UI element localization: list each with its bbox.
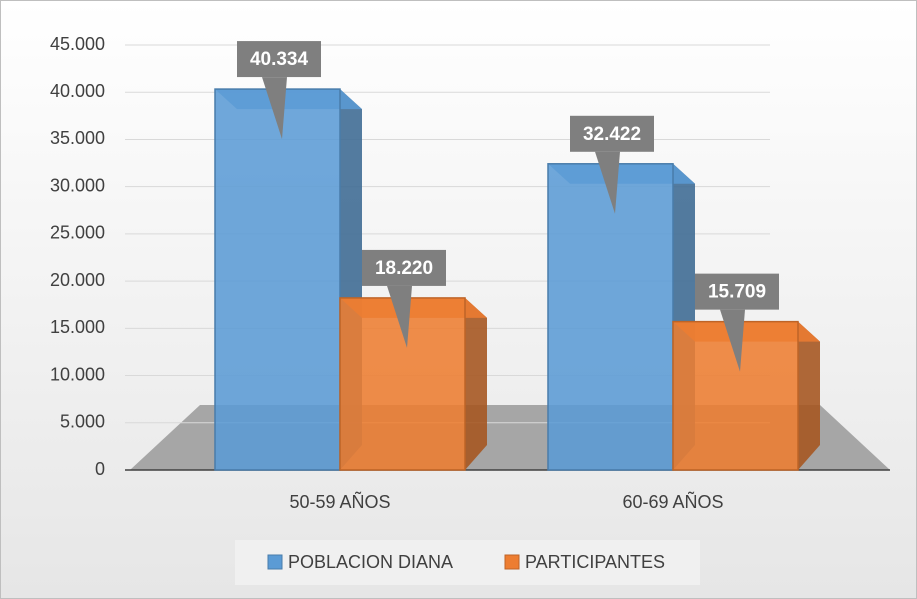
- legend-swatch: [504, 554, 520, 570]
- y-tick-label: 10.000: [50, 364, 105, 384]
- label-box: [695, 273, 779, 310]
- y-tick-label: 15.000: [50, 317, 105, 337]
- legend-swatch: [267, 554, 283, 570]
- x-tick-label: 50-59 AÑOS: [289, 491, 390, 512]
- y-tick-label: 25.000: [50, 223, 105, 243]
- legend-box: [235, 540, 700, 585]
- y-tick-label: 45.000: [50, 34, 105, 54]
- value-label: 40.334: [250, 49, 309, 70]
- legend-label: PARTICIPANTES: [525, 552, 665, 572]
- x-tick-label: 60-69 AÑOS: [622, 491, 723, 512]
- value-label: 18.220: [375, 258, 433, 279]
- label-box: [570, 115, 654, 152]
- bar: [547, 163, 674, 471]
- label-pointer: [387, 285, 412, 348]
- bar-side: [465, 297, 487, 470]
- bar: [214, 88, 341, 471]
- y-tick-label: 30.000: [50, 175, 105, 195]
- bar-side: [798, 321, 820, 470]
- value-label: 32.422: [583, 124, 641, 145]
- y-tick-label: 0: [95, 459, 105, 479]
- legend-label: POBLACION DIANA: [288, 552, 453, 572]
- label-pointer: [720, 309, 745, 372]
- y-tick-label: 35.000: [50, 128, 105, 148]
- label-pointer: [262, 77, 287, 140]
- label-box: [237, 41, 321, 78]
- value-label: 15.709: [708, 282, 766, 303]
- y-tick-label: 40.000: [50, 81, 105, 101]
- label-pointer: [595, 151, 620, 214]
- label-box: [362, 249, 446, 286]
- y-tick-label: 20.000: [50, 270, 105, 290]
- y-tick-label: 5.000: [60, 412, 105, 432]
